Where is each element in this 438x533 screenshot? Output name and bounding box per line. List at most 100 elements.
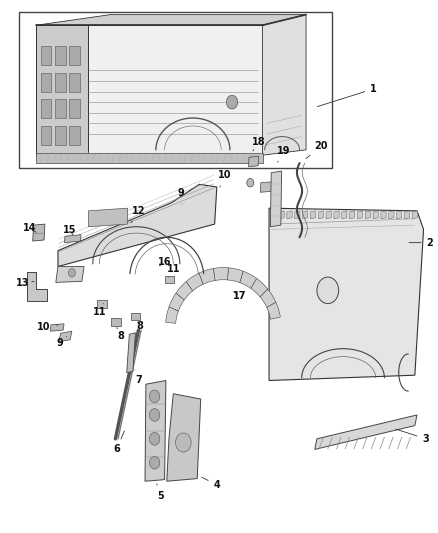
Polygon shape bbox=[251, 278, 268, 297]
Text: 13: 13 bbox=[15, 278, 34, 288]
Circle shape bbox=[176, 433, 191, 452]
Text: 9: 9 bbox=[177, 188, 184, 204]
Polygon shape bbox=[260, 289, 276, 308]
Polygon shape bbox=[311, 211, 316, 219]
Polygon shape bbox=[396, 211, 402, 219]
Circle shape bbox=[149, 432, 160, 445]
Bar bbox=[55, 126, 66, 144]
Polygon shape bbox=[58, 184, 217, 266]
Polygon shape bbox=[326, 211, 331, 219]
Text: 15: 15 bbox=[64, 225, 77, 236]
Circle shape bbox=[149, 409, 160, 421]
Text: 11: 11 bbox=[92, 304, 106, 317]
Polygon shape bbox=[357, 211, 363, 219]
Bar bbox=[165, 276, 174, 284]
Text: 2: 2 bbox=[409, 238, 434, 248]
Text: 16: 16 bbox=[158, 257, 171, 267]
Circle shape bbox=[149, 390, 160, 403]
Polygon shape bbox=[27, 272, 47, 301]
Text: 10: 10 bbox=[218, 171, 231, 187]
Circle shape bbox=[226, 95, 238, 109]
Text: 1: 1 bbox=[318, 84, 377, 107]
Text: 19: 19 bbox=[277, 146, 290, 162]
Bar bbox=[69, 73, 80, 92]
Polygon shape bbox=[295, 211, 300, 219]
Polygon shape bbox=[404, 211, 410, 219]
Polygon shape bbox=[33, 224, 45, 241]
Bar bbox=[19, 12, 332, 168]
Circle shape bbox=[317, 277, 339, 304]
Text: 8: 8 bbox=[117, 327, 124, 342]
Polygon shape bbox=[287, 211, 292, 219]
Bar bbox=[69, 100, 80, 118]
Circle shape bbox=[68, 269, 75, 277]
Polygon shape bbox=[389, 211, 394, 219]
Polygon shape bbox=[240, 271, 257, 288]
Text: 10: 10 bbox=[37, 322, 58, 333]
Polygon shape bbox=[271, 211, 276, 219]
Polygon shape bbox=[145, 381, 166, 481]
Text: 12: 12 bbox=[131, 206, 145, 223]
Text: 11: 11 bbox=[166, 264, 180, 277]
Text: 3: 3 bbox=[396, 429, 429, 444]
Text: 6: 6 bbox=[113, 431, 124, 455]
Bar bbox=[131, 313, 140, 319]
Polygon shape bbox=[64, 235, 81, 243]
Polygon shape bbox=[166, 307, 178, 324]
Polygon shape bbox=[227, 268, 243, 282]
Polygon shape bbox=[36, 25, 88, 155]
Polygon shape bbox=[186, 273, 203, 291]
Polygon shape bbox=[169, 293, 184, 311]
Polygon shape bbox=[88, 208, 127, 227]
Polygon shape bbox=[176, 281, 193, 300]
Polygon shape bbox=[350, 211, 355, 219]
Polygon shape bbox=[36, 25, 262, 155]
Polygon shape bbox=[36, 14, 306, 25]
Text: 4: 4 bbox=[202, 477, 220, 490]
Text: 9: 9 bbox=[57, 336, 67, 349]
Polygon shape bbox=[334, 211, 339, 219]
Bar bbox=[41, 100, 51, 118]
Polygon shape bbox=[199, 269, 215, 284]
Bar bbox=[97, 301, 107, 308]
Polygon shape bbox=[270, 171, 282, 227]
Polygon shape bbox=[373, 211, 378, 219]
Bar bbox=[69, 46, 80, 65]
Polygon shape bbox=[279, 211, 284, 219]
Bar bbox=[111, 318, 120, 326]
Circle shape bbox=[247, 179, 254, 187]
Polygon shape bbox=[412, 211, 417, 219]
Polygon shape bbox=[213, 268, 228, 280]
Polygon shape bbox=[56, 266, 84, 282]
Bar bbox=[41, 46, 51, 65]
Polygon shape bbox=[315, 415, 417, 449]
Polygon shape bbox=[50, 324, 64, 331]
Bar bbox=[41, 73, 51, 92]
Bar bbox=[55, 46, 66, 65]
Bar bbox=[41, 126, 51, 144]
Polygon shape bbox=[127, 333, 135, 373]
Polygon shape bbox=[36, 152, 262, 163]
Polygon shape bbox=[303, 211, 308, 219]
Text: 5: 5 bbox=[157, 484, 164, 500]
Bar bbox=[69, 126, 80, 144]
Text: 8: 8 bbox=[136, 321, 143, 331]
Text: 20: 20 bbox=[306, 141, 328, 159]
Polygon shape bbox=[249, 156, 258, 167]
Text: 17: 17 bbox=[233, 290, 247, 301]
Polygon shape bbox=[167, 394, 201, 481]
Bar bbox=[55, 73, 66, 92]
Polygon shape bbox=[318, 211, 323, 219]
Circle shape bbox=[149, 456, 160, 469]
Polygon shape bbox=[267, 302, 280, 319]
Polygon shape bbox=[365, 211, 371, 219]
Polygon shape bbox=[59, 331, 72, 342]
Polygon shape bbox=[260, 182, 274, 192]
Text: 7: 7 bbox=[134, 370, 142, 385]
Polygon shape bbox=[262, 14, 306, 155]
Text: 18: 18 bbox=[252, 137, 266, 151]
Polygon shape bbox=[269, 208, 424, 381]
Bar bbox=[55, 100, 66, 118]
Text: 14: 14 bbox=[23, 223, 36, 233]
Polygon shape bbox=[381, 211, 386, 219]
